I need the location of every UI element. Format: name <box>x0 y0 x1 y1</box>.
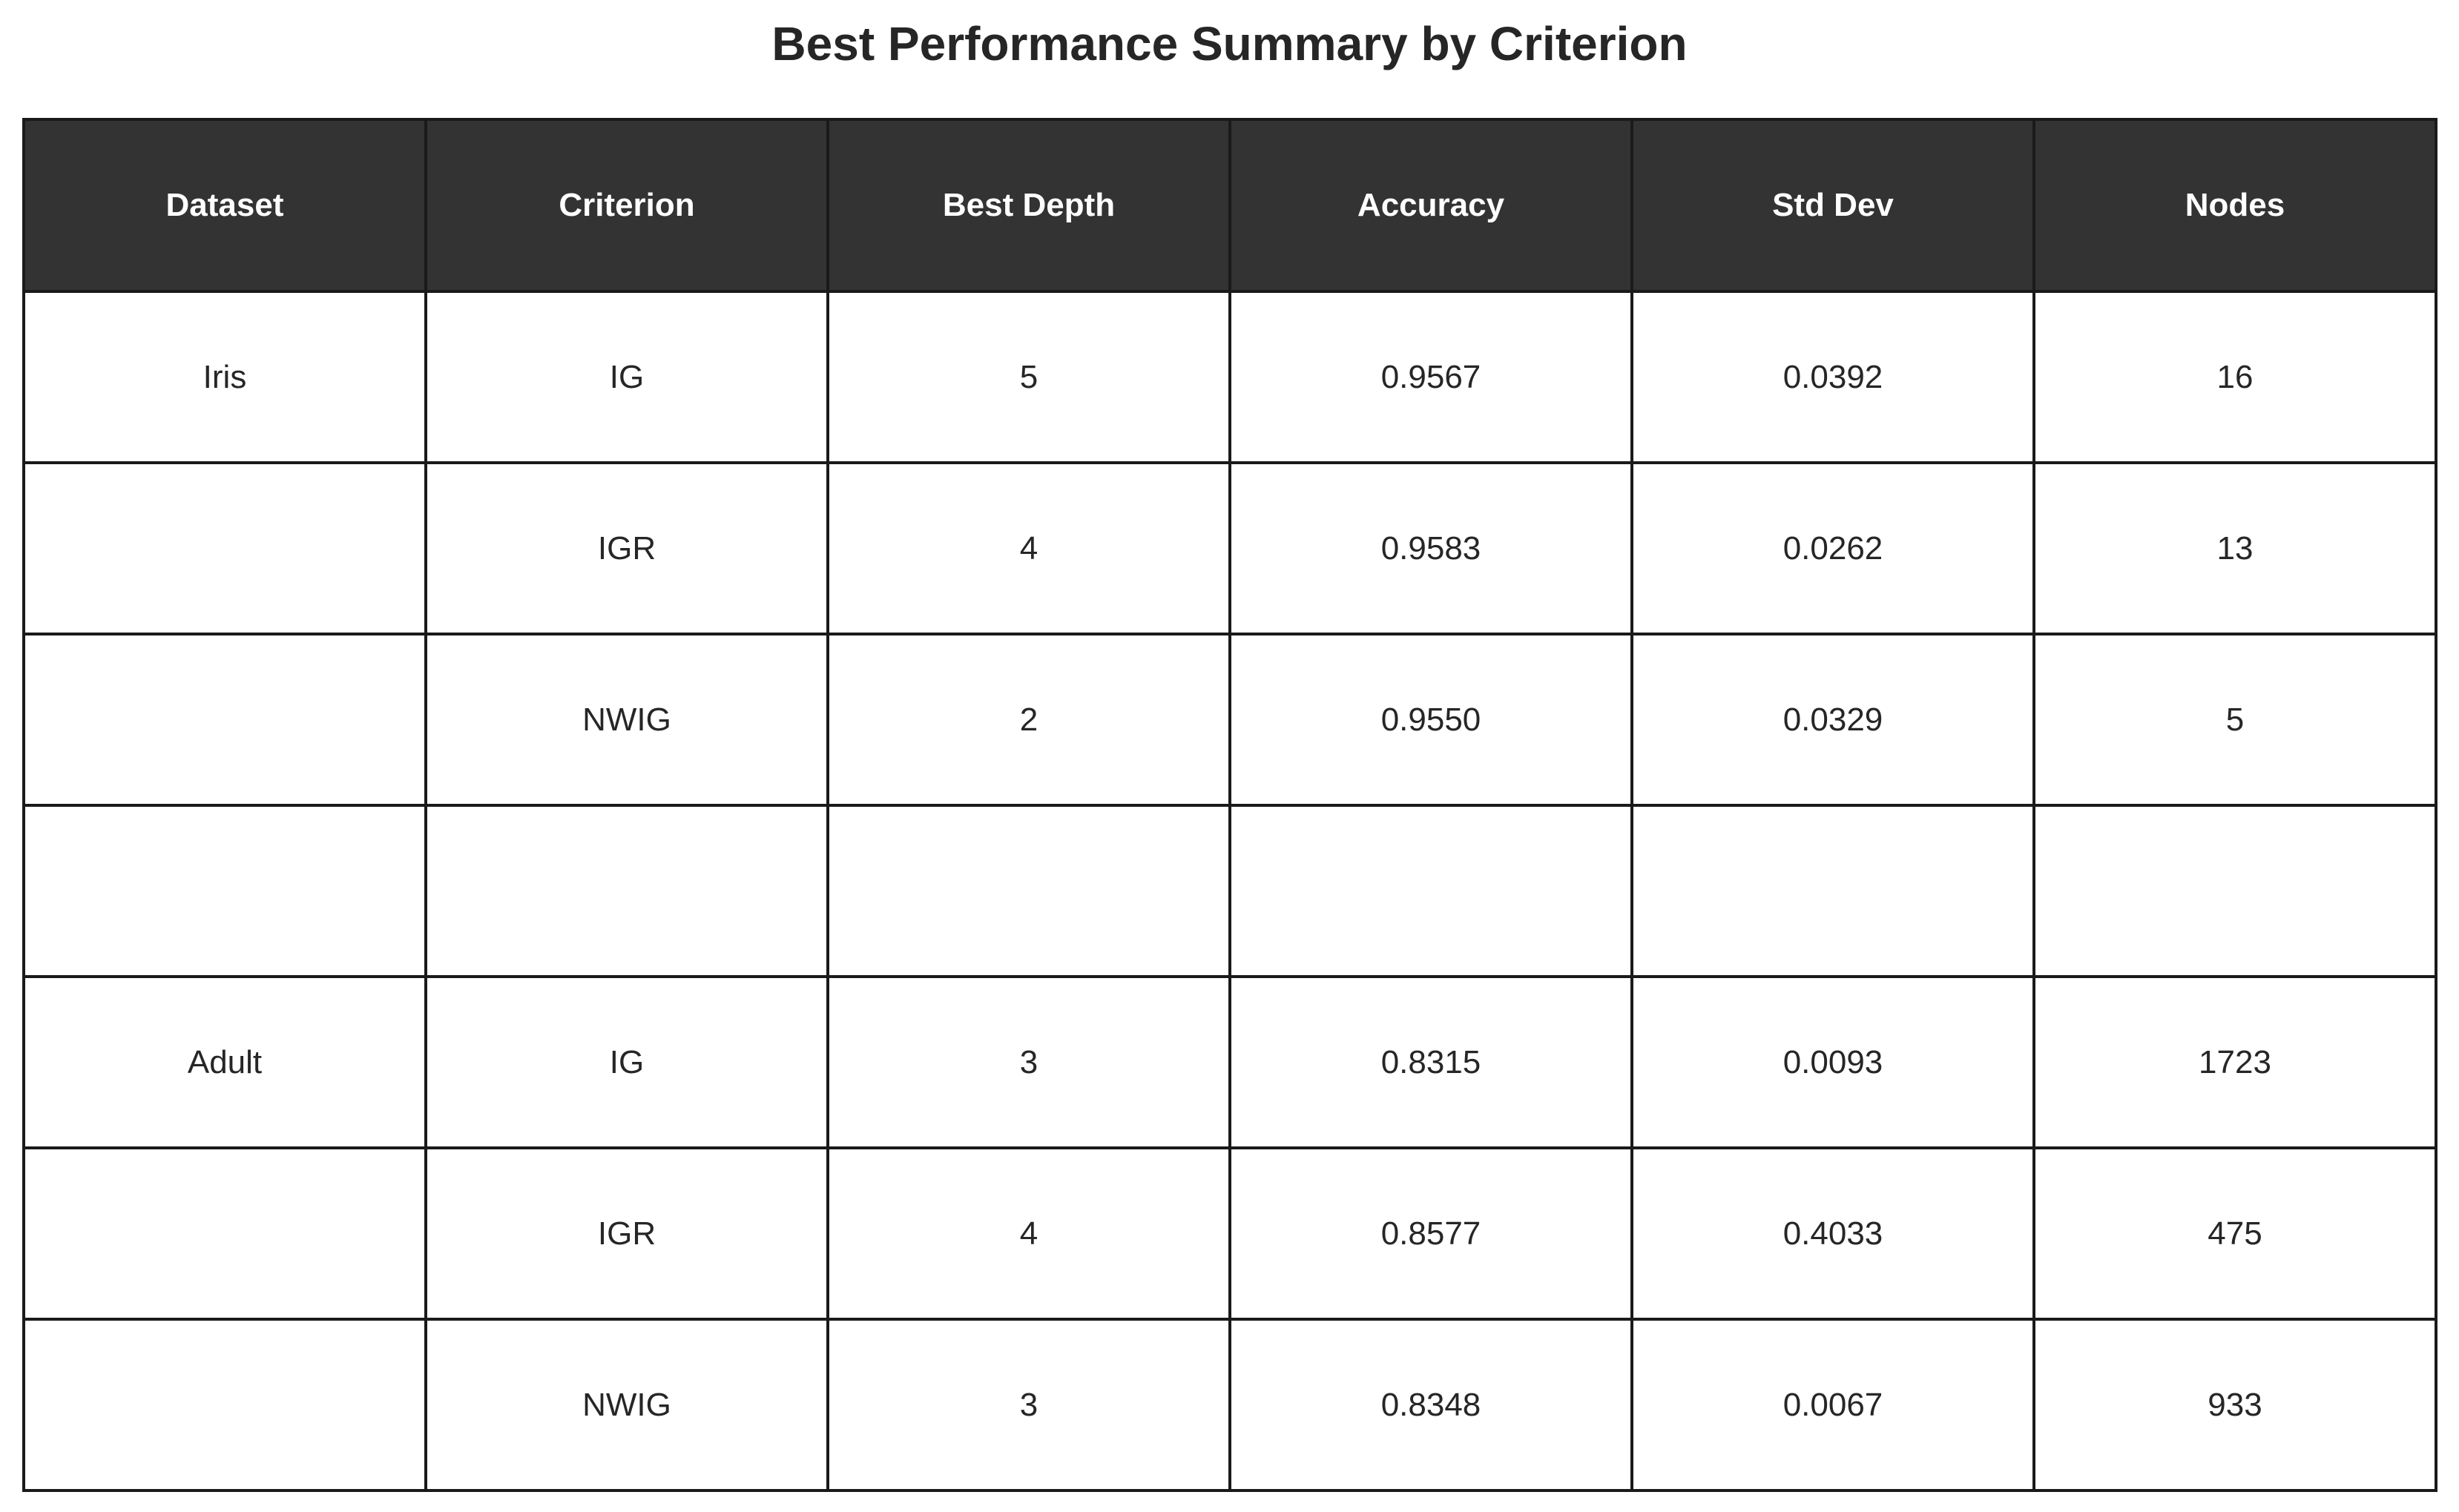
cell-criterion: IG <box>424 975 829 1149</box>
cell-std-dev <box>1630 804 2035 978</box>
cell-nodes <box>2032 804 2437 978</box>
cell-dataset <box>22 804 427 978</box>
header-nodes: Nodes <box>2032 118 2437 293</box>
header-criterion: Criterion <box>424 118 829 293</box>
table-body: Iris IG 5 0.9567 0.0392 16 IGR 4 0.9583 0.0262 13 N… <box>22 290 2437 1492</box>
cell-accuracy: 0.8348 <box>1228 1318 1633 1492</box>
cell-criterion: IGR <box>424 1146 829 1321</box>
cell-std-dev: 0.0067 <box>1630 1318 2035 1492</box>
cell-accuracy: 0.9583 <box>1228 461 1633 635</box>
cell-std-dev: 0.0262 <box>1630 461 2035 635</box>
table-row: IGR 4 0.8577 0.4033 475 <box>22 1146 2437 1321</box>
cell-accuracy: 0.9567 <box>1228 290 1633 464</box>
cell-accuracy: 0.8577 <box>1228 1146 1633 1321</box>
cell-dataset <box>22 1318 427 1492</box>
cell-best-depth <box>826 804 1231 978</box>
table-row: Iris IG 5 0.9567 0.0392 16 <box>22 290 2437 464</box>
cell-dataset <box>22 461 427 635</box>
cell-nodes: 933 <box>2032 1318 2437 1492</box>
cell-criterion: IG <box>424 290 829 464</box>
table-row: NWIG 2 0.9550 0.0329 5 <box>22 633 2437 807</box>
summary-table: Dataset Criterion Best Depth Accuracy St… <box>22 118 2437 1492</box>
cell-nodes: 5 <box>2032 633 2437 807</box>
table-row: NWIG 3 0.8348 0.0067 933 <box>22 1318 2437 1492</box>
cell-criterion: NWIG <box>424 633 829 807</box>
cell-criterion <box>424 804 829 978</box>
cell-dataset <box>22 633 427 807</box>
cell-accuracy: 0.8315 <box>1228 975 1633 1149</box>
cell-nodes: 13 <box>2032 461 2437 635</box>
cell-accuracy: 0.9550 <box>1228 633 1633 807</box>
cell-std-dev: 0.0392 <box>1630 290 2035 464</box>
cell-dataset: Iris <box>22 290 427 464</box>
header-accuracy: Accuracy <box>1228 118 1633 293</box>
header-best-depth: Best Depth <box>826 118 1231 293</box>
cell-accuracy <box>1228 804 1633 978</box>
cell-best-depth: 4 <box>826 461 1231 635</box>
cell-best-depth: 5 <box>826 290 1231 464</box>
cell-std-dev: 0.0329 <box>1630 633 2035 807</box>
cell-std-dev: 0.4033 <box>1630 1146 2035 1321</box>
table-row <box>22 804 2437 978</box>
cell-best-depth: 3 <box>826 1318 1231 1492</box>
cell-dataset <box>22 1146 427 1321</box>
cell-nodes: 475 <box>2032 1146 2437 1321</box>
cell-best-depth: 4 <box>826 1146 1231 1321</box>
header-dataset: Dataset <box>22 118 427 293</box>
header-std-dev: Std Dev <box>1630 118 2035 293</box>
table-title: Best Performance Summary by Criterion <box>771 17 1688 70</box>
table-row: Adult IG 3 0.8315 0.0093 1723 <box>22 975 2437 1149</box>
cell-best-depth: 3 <box>826 975 1231 1149</box>
cell-dataset: Adult <box>22 975 427 1149</box>
cell-best-depth: 2 <box>826 633 1231 807</box>
cell-nodes: 1723 <box>2032 975 2437 1149</box>
cell-std-dev: 0.0093 <box>1630 975 2035 1149</box>
cell-nodes: 16 <box>2032 290 2437 464</box>
header-row: Dataset Criterion Best Depth Accuracy St… <box>22 118 2437 293</box>
cell-criterion: NWIG <box>424 1318 829 1492</box>
cell-criterion: IGR <box>424 461 829 635</box>
table-row: IGR 4 0.9583 0.0262 13 <box>22 461 2437 635</box>
